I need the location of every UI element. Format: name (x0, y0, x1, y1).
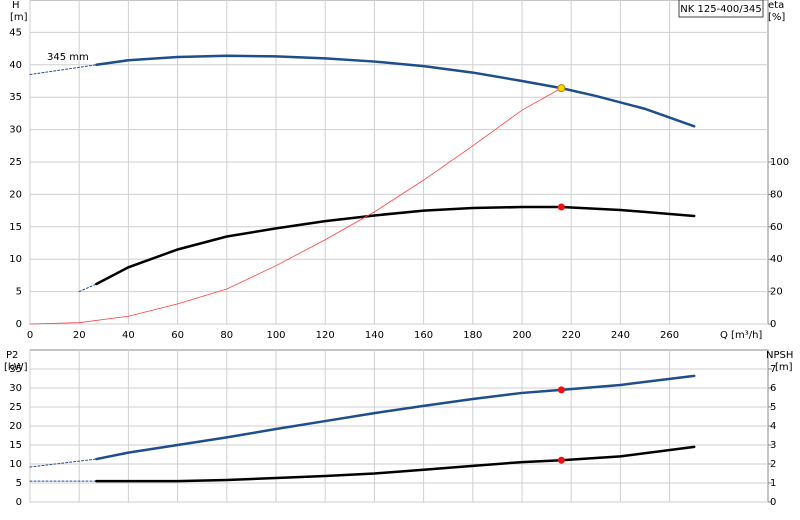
y-label: H (12, 0, 20, 11)
y2-tick-label: 3 (770, 440, 776, 451)
y-tick-label: 35 (9, 364, 22, 375)
y-tick-label: 0 (16, 497, 22, 508)
y2-tick-label: 1 (770, 478, 776, 489)
x-tick-label: 240 (611, 330, 630, 341)
y-tick-label: 45 (9, 27, 22, 38)
curve (29, 64, 97, 76)
y2-tick-label: 80 (770, 189, 783, 200)
y2-tick-label: 2 (770, 459, 776, 470)
y-tick-label: 20 (9, 189, 22, 200)
duty-point (557, 456, 565, 464)
annotation: 345 mm (47, 52, 89, 63)
y-unit: [m] (10, 12, 28, 23)
y-tick-label: 35 (9, 92, 22, 103)
y-tick-label: 10 (9, 459, 22, 470)
y-tick-label: 5 (16, 478, 22, 489)
y2-tick-label: 60 (770, 222, 783, 233)
y2-label: NPSH (766, 350, 793, 361)
x-tick-label: 140 (365, 330, 384, 341)
curve (29, 458, 97, 468)
x-tick-label: 100 (266, 330, 285, 341)
title-box (678, 0, 764, 18)
y2-unit: [m] (775, 362, 793, 373)
chart-title: NK 125-400/345 (680, 4, 761, 15)
y-tick-label: 10 (9, 254, 22, 265)
y2-unit: [%] (768, 12, 785, 23)
y-tick-label: 5 (16, 287, 22, 298)
y2-tick-label: 4 (770, 421, 776, 432)
y-unit: [kW] (4, 362, 28, 373)
x-tick-label: 200 (512, 330, 531, 341)
x-tick-label: 40 (122, 330, 135, 341)
x-tick-label: 180 (463, 330, 482, 341)
x-tick-label: 220 (562, 330, 581, 341)
duty-point (557, 386, 565, 394)
duty-point (557, 84, 566, 93)
curve (78, 283, 97, 293)
y-tick-label: 20 (9, 421, 22, 432)
x-tick-label: 260 (660, 330, 679, 341)
x-tick-label: 120 (316, 330, 335, 341)
y-tick-label: 0 (16, 319, 22, 330)
curve (95, 445, 696, 483)
curve (29, 87, 562, 325)
y-tick-label: 40 (9, 60, 22, 71)
y2-tick-label: 100 (770, 157, 789, 168)
y-tick-label: 30 (9, 125, 22, 136)
y2-label: eta (768, 0, 784, 11)
duty-point (557, 203, 565, 211)
x-tick-label: 160 (414, 330, 433, 341)
y-tick-label: 25 (9, 402, 22, 413)
y2-tick-label: 6 (770, 383, 776, 394)
y2-tick-label: 5 (770, 402, 776, 413)
y-tick-label: 15 (9, 440, 22, 451)
y-tick-label: 15 (9, 222, 22, 233)
y-label: P2 (6, 350, 18, 361)
y-tick-label: 30 (9, 383, 22, 394)
x-tick-label: 0 (27, 330, 33, 341)
x-tick-label: 60 (171, 330, 184, 341)
y2-tick-label: 0 (770, 319, 776, 330)
x-tick-label: 20 (73, 330, 86, 341)
x-label: Q [m³/h] (720, 330, 762, 341)
curve (95, 54, 696, 128)
y2-tick-label: 40 (770, 254, 783, 265)
x-tick-label: 80 (220, 330, 233, 341)
y2-tick-label: 20 (770, 287, 783, 298)
y2-tick-label: 7 (770, 364, 776, 375)
y-tick-label: 25 (9, 157, 22, 168)
y2-tick-label: 0 (770, 497, 776, 508)
